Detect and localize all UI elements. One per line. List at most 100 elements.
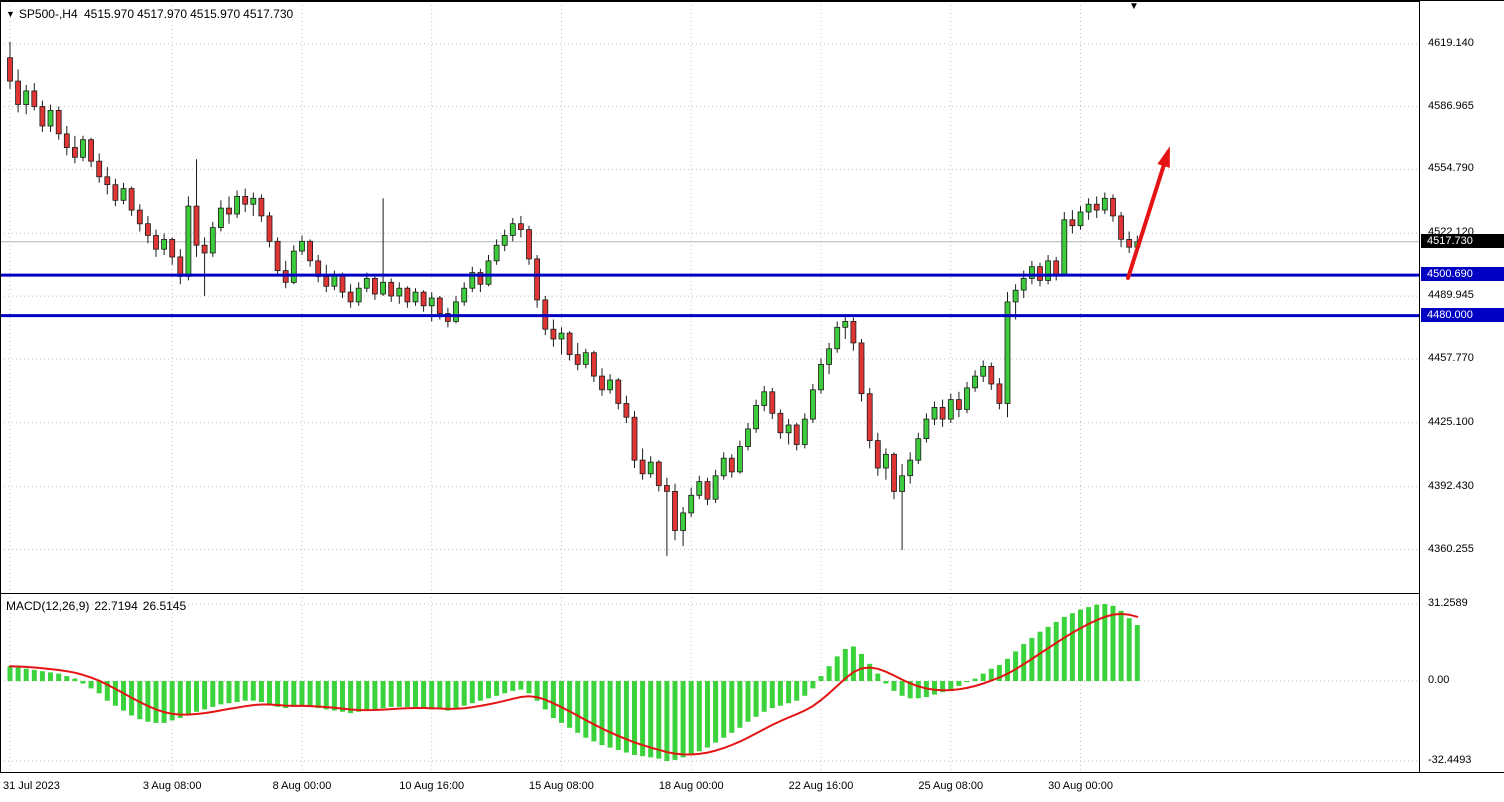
- candle-body: [558, 332, 565, 340]
- macd-histogram-bar: [664, 681, 670, 761]
- candle-body: [363, 277, 370, 289]
- candle-body: [444, 313, 451, 322]
- candle-body: [582, 352, 589, 365]
- candle-body: [1020, 277, 1027, 291]
- candle-body: [258, 197, 265, 217]
- macd-histogram-bar: [1045, 626, 1051, 681]
- candle-body: [964, 387, 970, 410]
- candle-body: [1029, 266, 1035, 279]
- price-axis[interactable]: 4619.140 4586.965 4554.790 4522.120 4489.945…: [1421, 1, 1504, 773]
- macd-histogram-bar: [688, 681, 694, 755]
- macd-axis-label: 0.00: [1428, 674, 1450, 687]
- macd-histogram-bar: [810, 681, 816, 689]
- macd-histogram-bar: [550, 681, 556, 718]
- candle-body: [120, 188, 127, 201]
- candle-body: [461, 287, 468, 303]
- macd-histogram-bar: [615, 681, 621, 750]
- macd-histogram-bar: [672, 681, 678, 760]
- candle-body: [250, 197, 257, 205]
- chart-plot-area[interactable]: [0, 1, 1420, 773]
- candle-body: [88, 139, 94, 162]
- macd-histogram-bar: [559, 681, 564, 723]
- candle-body: [850, 320, 857, 344]
- macd-histogram-bar: [1037, 631, 1043, 681]
- macd-histogram-bar: [729, 681, 735, 733]
- candle-body: [274, 240, 281, 272]
- candle-body: [1085, 203, 1092, 213]
- time-axis-label: 25 Aug 08:00: [918, 780, 984, 792]
- candle-body: [1118, 215, 1124, 240]
- macd-histogram-bar: [1069, 613, 1075, 681]
- macd-histogram-bar: [112, 681, 118, 706]
- candle-body: [47, 110, 54, 127]
- symbol-dropdown-icon[interactable]: ▼: [6, 9, 15, 19]
- macd-histogram-bar: [1110, 605, 1116, 681]
- candle-body: [290, 250, 297, 283]
- macd-histogram-bar: [510, 681, 516, 691]
- candle-body: [355, 287, 362, 303]
- macd-histogram-bar: [15, 667, 21, 682]
- candle-body: [347, 291, 354, 303]
- time-axis[interactable]: 31 Jul 2023 3 Aug 08:00 8 Aug 00:00 10 Aug …: [0, 773, 1504, 802]
- chart-shift-marker-icon[interactable]: ▼: [1129, 1, 1139, 12]
- macd-histogram-bar: [1086, 607, 1092, 682]
- macd-histogram-bar: [104, 681, 110, 701]
- trend-arrow-head[interactable]: [1157, 146, 1170, 168]
- time-axis-label: 31 Jul 2023: [3, 780, 60, 792]
- candle-body: [209, 227, 216, 254]
- candle-body: [931, 406, 938, 420]
- candle-body: [339, 274, 346, 293]
- macd-histogram-bar: [786, 681, 792, 704]
- macd-histogram-bar: [526, 681, 532, 694]
- candle-body: [696, 481, 703, 496]
- macd-histogram-bar: [364, 681, 370, 711]
- macd-histogram-bar: [859, 653, 864, 681]
- candle-body: [469, 272, 476, 289]
- candle-body: [623, 403, 630, 418]
- macd-histogram-bar: [591, 681, 597, 742]
- macd-histogram-bar: [899, 681, 905, 696]
- candle-body: [1004, 301, 1011, 404]
- macd-histogram-bar: [761, 681, 767, 712]
- ohlc-close: 4517.730: [243, 7, 294, 21]
- macd-histogram-bar: [632, 681, 637, 755]
- macd-histogram-bar: [250, 681, 256, 701]
- macd-histogram-bar: [421, 681, 427, 709]
- macd-histogram-bar: [153, 681, 159, 723]
- bid-price-tag: 4517.730: [1421, 233, 1504, 248]
- candle-body: [737, 446, 743, 473]
- macd-histogram-bar: [1094, 604, 1100, 681]
- candle-body: [23, 90, 30, 106]
- macd-histogram-bar: [80, 681, 86, 684]
- macd-histogram-bar: [883, 681, 889, 684]
- candle-body: [518, 223, 524, 230]
- macd-histogram-bar: [1013, 651, 1019, 681]
- macd-histogram-bar: [461, 681, 467, 706]
- macd-histogram-bar: [1078, 609, 1083, 681]
- candle-body: [599, 375, 605, 391]
- time-axis-label: 22 Aug 16:00: [788, 780, 854, 792]
- macd-histogram-bar: [226, 681, 232, 704]
- macd-histogram-bar: [623, 681, 629, 753]
- candle-body: [826, 348, 832, 365]
- candle-body: [136, 209, 143, 225]
- candle-body: [193, 205, 200, 246]
- macd-histogram-bar: [826, 666, 832, 681]
- price-axis-label: 4554.790: [1428, 162, 1474, 175]
- candle-body: [217, 207, 224, 229]
- macd-histogram-bar: [413, 681, 418, 707]
- candle-body: [1077, 211, 1084, 227]
- candle-body: [980, 365, 987, 377]
- macd-histogram-bar: [932, 681, 937, 695]
- macd-histogram-bar: [96, 681, 102, 694]
- macd-histogram-bar: [291, 681, 297, 707]
- macd-histogram-bar: [7, 666, 13, 681]
- macd-histogram-bar: [469, 681, 475, 704]
- candle-body: [720, 457, 727, 477]
- trend-arrow-line[interactable]: [1126, 150, 1170, 280]
- candle-body: [55, 110, 62, 135]
- candle-body: [972, 375, 978, 389]
- macd-histogram-bar: [891, 681, 897, 691]
- macd-histogram-bar: [721, 681, 727, 738]
- macd-histogram-bar: [39, 671, 45, 682]
